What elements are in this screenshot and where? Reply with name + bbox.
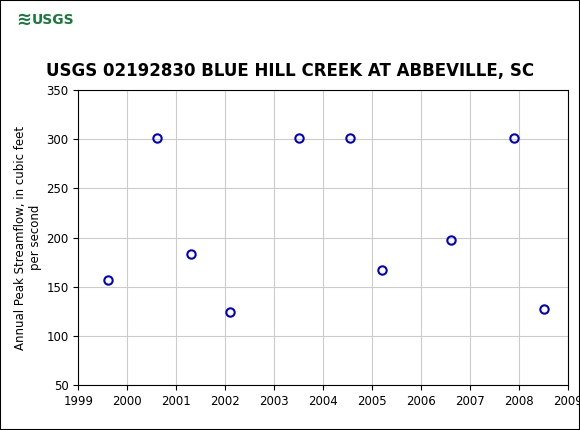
- Text: USGS: USGS: [31, 13, 74, 27]
- Text: USGS 02192830 BLUE HILL CREEK AT ABBEVILLE, SC: USGS 02192830 BLUE HILL CREEK AT ABBEVIL…: [46, 61, 534, 80]
- Text: ≋: ≋: [16, 11, 31, 29]
- Y-axis label: Annual Peak Streamflow, in cubic feet
per second: Annual Peak Streamflow, in cubic feet pe…: [14, 126, 42, 350]
- FancyBboxPatch shape: [5, 4, 71, 36]
